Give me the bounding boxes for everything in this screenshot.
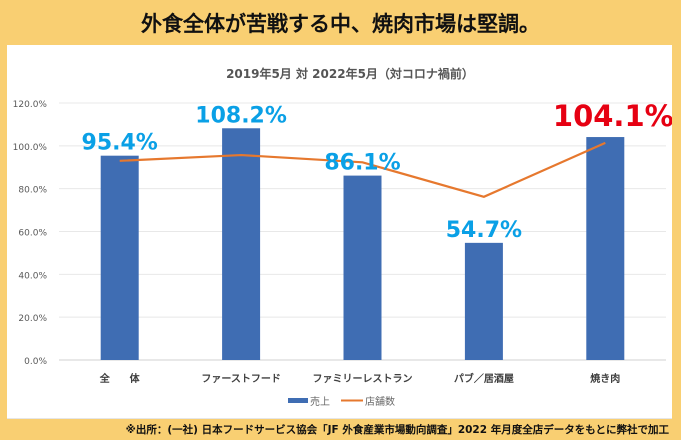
x-tick-label: パブ／居酒屋 (454, 372, 514, 385)
bar-sales (222, 128, 261, 360)
y-tick-label: 0.0% (24, 357, 47, 367)
legend: 売上 店舗数 (288, 395, 395, 408)
y-tick-label: 80.0% (18, 186, 47, 196)
x-tick-label: 焼き肉 (590, 372, 620, 385)
y-tick-label: 120.0% (13, 100, 48, 110)
legend-label-sales: 売上 (310, 395, 330, 408)
bar-sales (464, 242, 503, 360)
bar-sales (343, 175, 382, 360)
data-label: 108.2% (195, 103, 287, 128)
data-label: 95.4% (82, 131, 158, 156)
source-note: ※出所：(一社) 日本フードサービス協会「JF 外食産業市場動向調査」2022 … (125, 424, 669, 436)
y-tick-label: 60.0% (18, 229, 47, 239)
x-tick-label: ファミリーレストラン (313, 373, 413, 385)
chart-title: 2019年5月 対 2022年5月（対コロナ禍前） (226, 66, 474, 81)
data-label: 86.1% (324, 151, 400, 176)
chart-panel: 2019年5月 対 2022年5月（対コロナ禍前） 0.0% 20.0% 40.0%… (7, 45, 672, 419)
x-tick-label: ファーストフード (201, 373, 281, 385)
y-tick-label: 20.0% (18, 314, 47, 324)
legend-label-stores: 店舗数 (365, 395, 395, 408)
y-tick-label: 40.0% (18, 271, 47, 281)
bar-sales (586, 137, 625, 360)
x-tick-label: 全 体 (99, 372, 141, 385)
data-label: 104.1% (553, 99, 672, 133)
combo-chart: 2019年5月 対 2022年5月（対コロナ禍前） 0.0% 20.0% 40.0%… (13, 66, 672, 408)
bar-sales (100, 155, 139, 360)
headline: 外食全体が苦戦する中、焼肉市場は堅調。 (141, 12, 540, 36)
y-tick-label: 100.0% (13, 143, 48, 153)
legend-swatch-sales (288, 398, 308, 403)
data-label: 54.7% (446, 218, 522, 243)
